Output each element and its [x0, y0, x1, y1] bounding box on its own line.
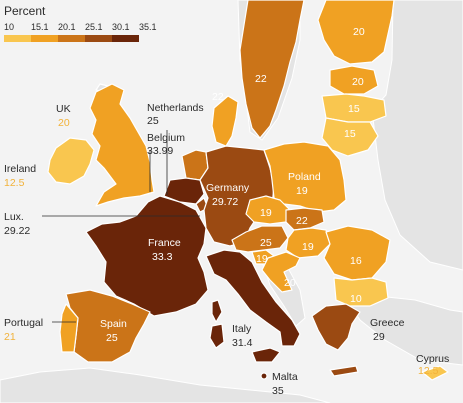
country-sardinia — [209, 323, 225, 349]
label-malta-name: Malta — [272, 371, 298, 383]
label-finland-value: 20 — [353, 26, 365, 38]
label-netherlands-value: 25 — [147, 115, 159, 127]
label-poland-value: 19 — [296, 185, 308, 197]
legend-tick-label: 35.1 — [139, 22, 157, 32]
label-greece-name: Greece — [370, 317, 405, 329]
label-uk-name: UK — [56, 103, 71, 115]
country-bulgaria[interactable] — [333, 277, 389, 307]
label-romania-value: 16 — [350, 255, 362, 267]
label-portugal-name: Portugal — [4, 317, 43, 329]
label-belgium-name: Belgium — [147, 132, 185, 144]
country-greece[interactable] — [311, 303, 361, 351]
legend-tick-label: 15.1 — [31, 22, 49, 32]
label-germany-name: Germany — [206, 182, 250, 194]
label-germany-value: 29.72 — [212, 196, 238, 208]
label-czechia-value: 19 — [260, 207, 272, 219]
country-uk[interactable] — [89, 83, 155, 207]
label-cyprus-value: 12.5 — [418, 365, 439, 377]
label-bulgaria-value: 10 — [350, 293, 362, 305]
country-labels: UK 20 Ireland 12.5 Netherlands 25 Belgiu… — [4, 102, 449, 397]
country-slovakia[interactable] — [285, 207, 325, 231]
label-cyprus-name: Cyprus — [416, 353, 449, 365]
country-sweden[interactable] — [239, 0, 305, 139]
country-estonia[interactable] — [329, 65, 379, 95]
label-france-name: France — [148, 237, 181, 249]
label-latvia-value: 15 — [348, 103, 360, 115]
legend-title: Percent — [4, 4, 46, 18]
label-ireland-name: Ireland — [4, 163, 36, 175]
legend-ticks: 10 15.1 20.1 25.1 30.1 35.1 — [4, 22, 157, 32]
label-greece-value: 29 — [373, 331, 385, 343]
label-malta-value: 35 — [272, 385, 284, 397]
label-ireland-value: 12.5 — [4, 177, 25, 189]
country-italy[interactable] — [205, 249, 301, 347]
country-corsica — [211, 299, 223, 323]
legend-tick-label: 25.1 — [85, 22, 103, 32]
legend-swatch — [4, 35, 31, 42]
label-poland-name: Poland — [288, 171, 321, 183]
label-italy-name: Italy — [232, 323, 252, 335]
label-netherlands-name: Netherlands — [147, 102, 204, 114]
country-poland[interactable] — [263, 141, 347, 213]
label-lithuania-value: 15 — [344, 128, 356, 140]
country-cyprus[interactable] — [421, 365, 449, 381]
country-belgium[interactable] — [163, 177, 205, 205]
leader-lines — [42, 130, 200, 323]
label-austria-value: 25 — [260, 237, 272, 249]
label-portugal-value: 21 — [4, 331, 16, 343]
label-croatia-value: 20 — [284, 277, 296, 289]
legend: Percent 10 15.1 20.1 25.1 30.1 35.1 — [4, 4, 157, 42]
country-austria[interactable] — [231, 225, 289, 253]
country-finland[interactable] — [317, 0, 395, 65]
legend-tick-label: 20.1 — [58, 22, 76, 32]
label-slovenia-value: 19 — [256, 253, 268, 265]
country-crete — [329, 365, 359, 377]
country-sicily — [251, 347, 281, 363]
legend-swatch — [58, 35, 85, 42]
country-ireland[interactable] — [47, 137, 95, 185]
legend-tick-label: 30.1 — [112, 22, 130, 32]
label-denmark-value: 22 — [212, 91, 224, 103]
country-croatia[interactable] — [261, 251, 301, 293]
label-italy-value: 31.4 — [232, 337, 253, 349]
label-belgium-value: 33.99 — [147, 145, 173, 157]
country-denmark[interactable] — [211, 95, 239, 147]
legend-color-bar — [4, 35, 139, 42]
label-france-value: 33.3 — [152, 251, 173, 263]
label-slovakia-value: 22 — [296, 215, 308, 227]
eu-countries — [47, 0, 449, 381]
label-estonia-value: 20 — [352, 76, 364, 88]
country-malta[interactable] — [260, 372, 268, 380]
label-hungary-value: 19 — [302, 241, 314, 253]
label-sweden-value: 22 — [255, 73, 267, 85]
legend-swatch — [85, 35, 112, 42]
label-spain-value: 25 — [106, 332, 118, 344]
label-spain-name: Spain — [100, 318, 127, 330]
legend-swatch — [112, 35, 139, 42]
country-lithuania[interactable] — [321, 117, 379, 157]
label-uk-value: 20 — [58, 117, 70, 129]
label-luxembourg-name: Lux. — [4, 211, 24, 223]
legend-tick-label: 10 — [4, 22, 14, 32]
legend-swatch — [31, 35, 58, 42]
country-portugal[interactable] — [59, 303, 79, 353]
label-luxembourg-value: 29.22 — [4, 225, 30, 237]
country-value-labels: 22 22 20 20 15 15 19 22 25 19 19 20 16 1… — [212, 26, 365, 305]
